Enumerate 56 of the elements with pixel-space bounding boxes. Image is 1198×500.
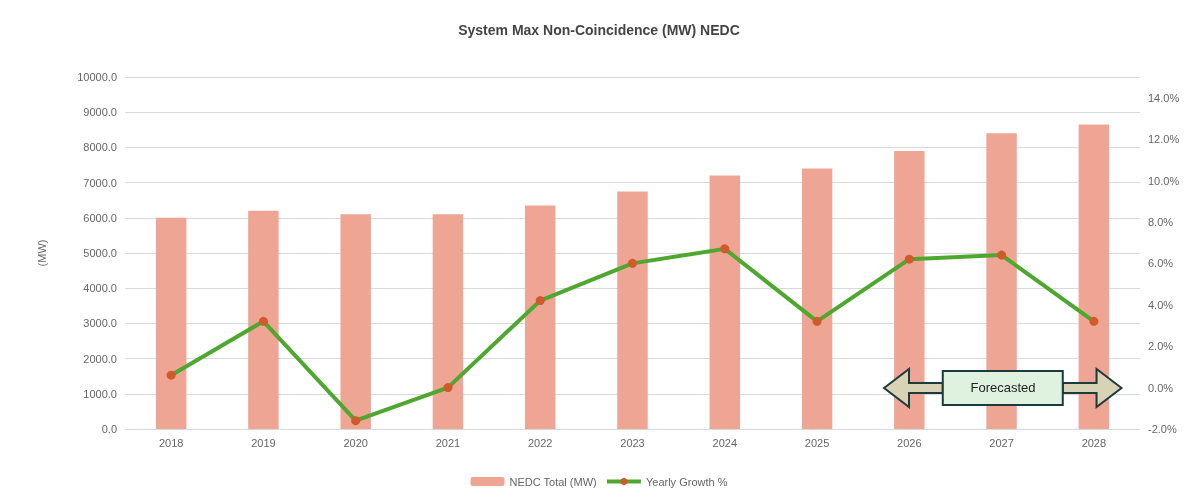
y2-tick-label: 10.0% xyxy=(1148,174,1180,187)
y-tick-label: 2000.0 xyxy=(83,352,117,365)
point xyxy=(443,383,453,393)
bar xyxy=(155,217,187,429)
point xyxy=(258,316,268,326)
y-tick-label: 10000.0 xyxy=(77,71,117,83)
y-tick-label: 8000.0 xyxy=(83,141,117,154)
x-tick-label: 2025 xyxy=(804,436,830,449)
y2-tick-label: 8.0% xyxy=(1148,215,1174,228)
y2-tick-label: 12.0% xyxy=(1148,133,1180,146)
x-tick-label: 2026 xyxy=(897,436,922,449)
bar xyxy=(617,191,648,429)
point xyxy=(812,316,822,326)
y2-tick-label: 6.0% xyxy=(1148,257,1174,270)
y-tick-label: 1000.0 xyxy=(83,387,117,400)
point xyxy=(535,296,545,306)
y2-tick-label: 4.0% xyxy=(1148,298,1174,311)
point xyxy=(1089,316,1099,326)
x-tick-label: 2018 xyxy=(158,436,184,449)
point xyxy=(904,254,914,264)
bar xyxy=(340,214,371,429)
y2-tick-label: 0.0% xyxy=(1148,381,1174,394)
x-tick-label: 2021 xyxy=(435,436,461,449)
legend-label: NEDC Total (MW) xyxy=(509,475,597,488)
x-tick-label: 2019 xyxy=(251,436,276,449)
x-tick-label: 2028 xyxy=(1081,436,1107,449)
x-tick-label: 2024 xyxy=(712,436,738,449)
point xyxy=(997,250,1007,260)
point xyxy=(351,416,361,426)
y-tick-label: 6000.0 xyxy=(83,211,117,224)
y2-tick-label: 2.0% xyxy=(1148,340,1174,353)
bar xyxy=(248,210,279,429)
y-tick-label: 5000.0 xyxy=(83,247,117,259)
x-tick-label: 2027 xyxy=(989,436,1014,449)
y-tick-label: 0.0 xyxy=(101,423,117,435)
x-tick-label: 2023 xyxy=(620,436,645,449)
y-tick-label: 4000.0 xyxy=(83,282,117,295)
y2-tick-label: -2.0% xyxy=(1148,423,1177,435)
point xyxy=(166,370,176,380)
y-tick-label: 9000.0 xyxy=(83,106,117,119)
point xyxy=(628,258,637,268)
bar xyxy=(801,168,833,429)
bar xyxy=(525,205,556,429)
bar xyxy=(432,214,464,429)
y-tick-label: 7000.0 xyxy=(83,176,117,189)
y2-tick-label: 14.0% xyxy=(1148,91,1180,104)
x-tick-label: 2022 xyxy=(527,436,553,449)
annotation: Forecasted xyxy=(969,379,1037,396)
y-tick-label: 3000.0 xyxy=(83,317,117,330)
point xyxy=(720,244,730,254)
x-tick-label: 2020 xyxy=(343,436,368,449)
y-axis-title: (MW) xyxy=(35,239,48,267)
chart-title: System Max Non-Coincidence (MW) NEDC xyxy=(458,22,740,38)
legend-label: Yearly Growth % xyxy=(645,475,728,488)
bar xyxy=(1078,124,1110,429)
bar xyxy=(709,175,740,429)
